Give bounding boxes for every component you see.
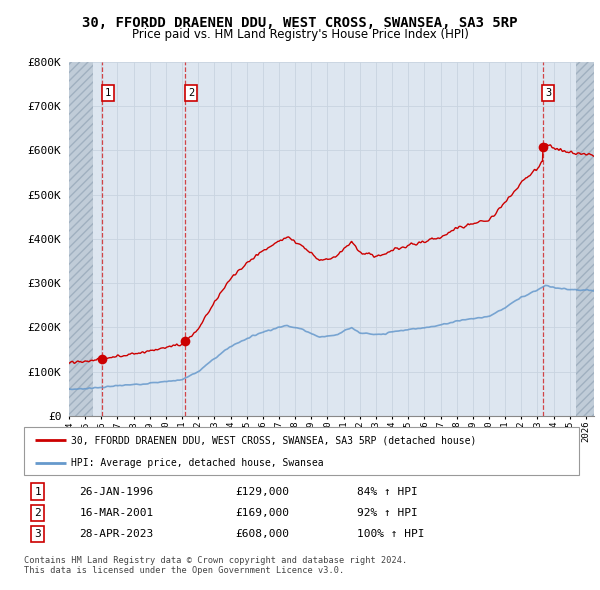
Bar: [69, 62, 93, 416]
Text: 2: 2: [188, 88, 194, 98]
Text: 100% ↑ HPI: 100% ↑ HPI: [357, 529, 425, 539]
Text: 1: 1: [105, 88, 111, 98]
FancyBboxPatch shape: [24, 427, 579, 475]
Text: Contains HM Land Registry data © Crown copyright and database right 2024.: Contains HM Land Registry data © Crown c…: [24, 556, 407, 565]
Text: £608,000: £608,000: [235, 529, 289, 539]
Text: 30, FFORDD DRAENEN DDU, WEST CROSS, SWANSEA, SA3 5RP (detached house): 30, FFORDD DRAENEN DDU, WEST CROSS, SWAN…: [71, 435, 476, 445]
Text: HPI: Average price, detached house, Swansea: HPI: Average price, detached house, Swan…: [71, 458, 324, 468]
Text: 16-MAR-2001: 16-MAR-2001: [79, 508, 154, 517]
Text: 3: 3: [545, 88, 551, 98]
Bar: [576, 62, 594, 416]
Text: £129,000: £129,000: [235, 487, 289, 497]
Text: 30, FFORDD DRAENEN DDU, WEST CROSS, SWANSEA, SA3 5RP: 30, FFORDD DRAENEN DDU, WEST CROSS, SWAN…: [82, 16, 518, 30]
Text: 1: 1: [35, 487, 41, 497]
Text: 84% ↑ HPI: 84% ↑ HPI: [357, 487, 418, 497]
Text: 92% ↑ HPI: 92% ↑ HPI: [357, 508, 418, 517]
Text: This data is licensed under the Open Government Licence v3.0.: This data is licensed under the Open Gov…: [24, 566, 344, 575]
Text: Price paid vs. HM Land Registry's House Price Index (HPI): Price paid vs. HM Land Registry's House …: [131, 28, 469, 41]
Text: 3: 3: [35, 529, 41, 539]
Text: 28-APR-2023: 28-APR-2023: [79, 529, 154, 539]
Text: 26-JAN-1996: 26-JAN-1996: [79, 487, 154, 497]
Text: £169,000: £169,000: [235, 508, 289, 517]
Text: 2: 2: [35, 508, 41, 517]
